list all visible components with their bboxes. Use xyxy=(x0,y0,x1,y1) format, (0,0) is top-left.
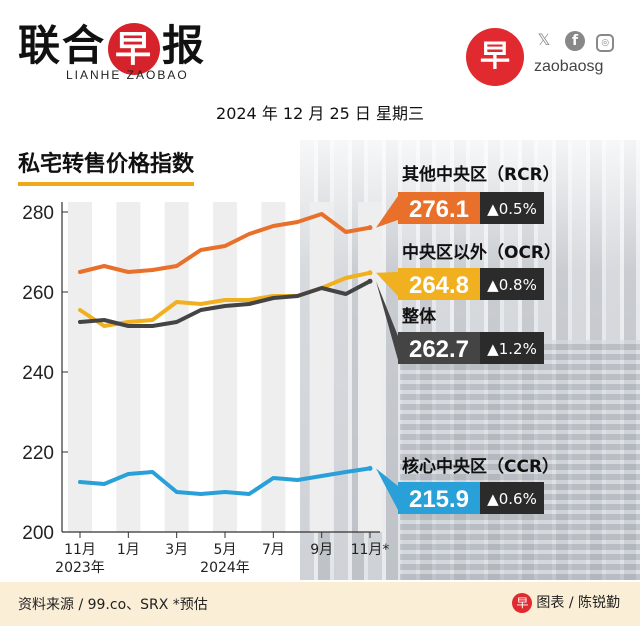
data-source: 资料来源 / 99.co、SRX *预估 xyxy=(18,597,208,613)
x-tick-label: 11月* xyxy=(351,542,390,558)
brand-text-1: 联合 xyxy=(18,21,107,70)
y-tick-label: 260 xyxy=(22,283,54,304)
publish-date: 2024 年 12 月 25 日 星期三 xyxy=(216,104,424,123)
data-point xyxy=(367,278,373,284)
y-tick-label: 220 xyxy=(22,443,54,464)
zaobao-logo-icon[interactable]: 早 xyxy=(466,28,524,86)
x-tick-label: 1月 xyxy=(117,542,140,558)
x-year-label: 2023年 xyxy=(55,560,105,576)
x-year-label: 2024年 xyxy=(200,560,250,576)
series-line xyxy=(78,466,372,496)
month-band xyxy=(68,202,92,532)
credit-text: 图表 / 陈锐勤 xyxy=(536,595,620,611)
data-point xyxy=(367,225,373,231)
social-links: 𝕏 f ◎ xyxy=(534,30,620,52)
series-name: 核心中央区（CCR） xyxy=(402,456,559,477)
series-name: 整体 xyxy=(402,306,437,327)
series-value: 215.9 xyxy=(409,486,469,513)
series-change: ▲1.2% xyxy=(487,340,537,358)
y-tick-label: 200 xyxy=(22,523,54,544)
change-box xyxy=(480,268,544,300)
month-band xyxy=(116,202,141,532)
series-change: ▲0.6% xyxy=(487,490,537,508)
label-pointer xyxy=(376,468,398,510)
series-name: 其他中央区（RCR） xyxy=(402,164,560,185)
facebook-icon[interactable]: f xyxy=(565,31,586,51)
brand-logo[interactable]: 联合早报 xyxy=(18,12,206,75)
brand-zao-badge: 早 xyxy=(108,23,161,75)
month-band xyxy=(309,202,334,532)
brand-text-2: 报 xyxy=(162,21,207,70)
value-box xyxy=(398,482,480,514)
label-pointer xyxy=(376,272,398,296)
change-box xyxy=(480,192,544,224)
series-change: ▲0.8% xyxy=(487,276,537,294)
x-tick-label: 3月 xyxy=(165,542,188,558)
change-box xyxy=(480,482,544,514)
series-line xyxy=(78,279,372,328)
month-band xyxy=(358,202,382,532)
value-box xyxy=(398,192,480,224)
series-value: 264.8 xyxy=(409,272,469,299)
value-box xyxy=(398,332,480,364)
x-tick-label: 9月 xyxy=(310,542,333,558)
series-value: 276.1 xyxy=(409,196,469,223)
chart-panel: 200 220 240 260 280 11月 1月 3月 5月 7月 9月 11月* 2023年 202… xyxy=(0,140,640,626)
brand-english: LIANHE ZAOBAO xyxy=(66,68,189,82)
header: 联合早报 LIANHE ZAOBAO 早 𝕏 f ◎ zaobaosg xyxy=(0,0,640,95)
footer: 资料来源 / 99.co、SRX *预估 早图表 / 陈锐勤 xyxy=(0,582,640,626)
chart-title: 私宅转售价格指数 xyxy=(18,146,195,186)
value-box xyxy=(398,268,480,300)
x-tick-label: 7月 xyxy=(262,542,285,558)
series-line xyxy=(78,212,372,274)
month-band xyxy=(164,202,189,532)
graphic-credit: 早图表 / 陈锐勤 xyxy=(512,592,620,613)
y-tick-label: 280 xyxy=(22,203,54,224)
series-value: 262.7 xyxy=(409,336,469,363)
data-point xyxy=(367,465,373,471)
month-band xyxy=(213,202,237,532)
x-tick-label: 11月 xyxy=(64,542,96,558)
social-handle: zaobaosg xyxy=(534,58,604,75)
series-name: 中央区以外（OCR） xyxy=(402,242,561,263)
city-background-overlay xyxy=(400,340,640,580)
data-point xyxy=(367,270,373,276)
zaobao-mini-icon: 早 xyxy=(512,593,533,613)
instagram-icon[interactable]: ◎ xyxy=(596,34,615,52)
x-icon[interactable]: 𝕏 xyxy=(537,30,551,49)
change-box xyxy=(480,332,544,364)
y-tick-label: 240 xyxy=(22,363,54,384)
chart-svg: 200 220 240 260 280 11月 1月 3月 5月 7月 9月 11月* 2023年 202… xyxy=(22,164,561,576)
x-tick-label: 5月 xyxy=(214,542,237,558)
series-change: ▲0.5% xyxy=(487,200,537,218)
label-pointer xyxy=(376,281,398,360)
